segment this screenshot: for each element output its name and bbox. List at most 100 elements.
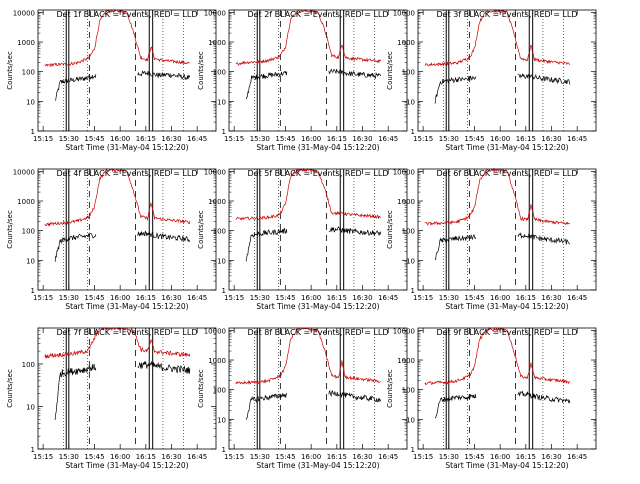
x-tick-label: 15:45 xyxy=(275,453,295,461)
y-tick-label: 1 xyxy=(411,287,415,295)
x-axis-label: Start Time (31-May-04 15:12:20) xyxy=(256,461,379,470)
y-tick-label: 100 xyxy=(22,69,35,77)
lld-series-line xyxy=(424,326,571,386)
plot-frame xyxy=(228,168,408,291)
y-axis-label: Counts/sec xyxy=(386,210,394,249)
events-series-line xyxy=(434,390,571,419)
x-tick-label: 16:45 xyxy=(567,294,587,302)
x-tick-label: 16:15 xyxy=(136,135,156,143)
x-tick-label: 16:45 xyxy=(187,294,207,302)
events-series-line xyxy=(54,230,191,262)
events-series-line xyxy=(54,70,191,101)
plot-frame xyxy=(37,327,217,450)
x-tick-label: 16:00 xyxy=(110,294,130,302)
x-tick-label: 16:00 xyxy=(301,135,321,143)
x-tick-label: 15:45 xyxy=(275,135,295,143)
panel-title: Det 4f BLACK = Events, RED = LLD xyxy=(56,169,197,178)
x-tick-label: 16:45 xyxy=(378,453,398,461)
x-axis-label: Start Time (31-May-04 15:12:20) xyxy=(256,302,379,311)
y-axis-label: Counts/sec xyxy=(197,51,205,90)
panel-det-2: 1 10 100 1000 10000 15:15 15:30 15:45 16:00 16:15… xyxy=(197,9,408,152)
x-tick-label: 15:30 xyxy=(250,294,270,302)
x-tick-label: 16:30 xyxy=(352,294,372,302)
x-tick-label: 16:15 xyxy=(516,453,536,461)
x-tick-label: 16:00 xyxy=(490,294,510,302)
events-series-line xyxy=(245,389,382,420)
x-tick-label: 16:30 xyxy=(352,135,372,143)
events-series-line xyxy=(245,226,382,262)
plot-frame xyxy=(417,168,597,291)
x-tick-label: 16:00 xyxy=(110,453,130,461)
y-tick-label: 10 xyxy=(26,403,35,411)
y-tick-label: 10 xyxy=(406,257,415,265)
x-tick-label: 15:30 xyxy=(59,135,79,143)
y-tick-label: 100 xyxy=(213,69,226,77)
x-tick-label: 15:45 xyxy=(84,453,104,461)
y-tick-label: 10000 xyxy=(204,327,226,335)
x-tick-label: 16:30 xyxy=(161,453,181,461)
y-axis-label: Counts/sec xyxy=(386,369,394,408)
events-series-line xyxy=(434,232,571,261)
x-axis-label: Start Time (31-May-04 15:12:20) xyxy=(445,302,568,311)
panel-det-6: 1 10 100 1000 10000 15:15 15:30 15:45 16:00 16:15… xyxy=(386,167,597,311)
x-tick-label: 16:30 xyxy=(541,135,561,143)
y-tick-label: 10000 xyxy=(393,168,415,176)
y-tick-label: 10 xyxy=(406,98,415,106)
y-tick-label: 1000 xyxy=(208,198,226,206)
x-tick-label: 15:45 xyxy=(84,135,104,143)
x-tick-label: 15:30 xyxy=(439,135,459,143)
panel-title: Det 6f BLACK = Events, RED = LLD xyxy=(436,169,577,178)
x-axis-label: Start Time (31-May-04 15:12:20) xyxy=(445,461,568,470)
plot-frame xyxy=(417,9,597,132)
y-tick-label: 10000 xyxy=(393,9,415,17)
panel-title: Det 3f BLACK = Events, RED = LLD xyxy=(436,10,577,19)
panel-det-9: 1 10 100 1000 10000 15:15 15:30 15:45 16:00 16:15… xyxy=(386,326,597,470)
y-axis-label: Counts/sec xyxy=(6,369,14,408)
y-axis-label: Counts/sec xyxy=(197,210,205,249)
x-tick-label: 16:45 xyxy=(567,453,587,461)
y-tick-label: 1 xyxy=(31,128,35,136)
x-tick-label: 16:00 xyxy=(490,135,510,143)
y-tick-label: 1000 xyxy=(397,198,415,206)
x-tick-label: 16:15 xyxy=(516,294,536,302)
x-tick-label: 15:45 xyxy=(464,453,484,461)
y-tick-label: 1000 xyxy=(208,39,226,47)
x-tick-label: 15:45 xyxy=(464,135,484,143)
x-tick-label: 16:45 xyxy=(378,135,398,143)
y-tick-label: 10 xyxy=(217,257,226,265)
panel-title: Det 7f BLACK = Events, RED = LLD xyxy=(56,328,197,337)
x-tick-label: 16:30 xyxy=(161,294,181,302)
y-tick-label: 1 xyxy=(31,287,35,295)
x-tick-label: 16:45 xyxy=(567,135,587,143)
x-axis-label: Start Time (31-May-04 15:12:20) xyxy=(65,461,188,470)
y-tick-label: 100 xyxy=(22,228,35,236)
panel-title: Det 2f BLACK = Events, RED = LLD xyxy=(247,10,388,19)
x-tick-label: 15:30 xyxy=(439,294,459,302)
events-series-line xyxy=(434,73,571,104)
y-tick-label: 100 xyxy=(402,69,415,77)
x-tick-label: 16:45 xyxy=(187,453,207,461)
lld-series-line xyxy=(44,326,191,359)
x-tick-label: 16:15 xyxy=(327,135,347,143)
x-tick-label: 16:15 xyxy=(327,294,347,302)
y-tick-label: 100 xyxy=(402,387,415,395)
y-tick-label: 100 xyxy=(213,387,226,395)
panel-title: Det 8f BLACK = Events, RED = LLD xyxy=(247,328,388,337)
x-tick-label: 15:15 xyxy=(33,135,53,143)
panel-det-8: 1 10 100 1000 10000 15:15 15:30 15:45 16:00 16:15… xyxy=(197,327,408,470)
x-tick-label: 16:45 xyxy=(187,135,207,143)
y-tick-label: 10000 xyxy=(13,9,35,17)
panel-det-4: 1 10 100 1000 10000 15:15 15:30 15:45 16:00 16:15… xyxy=(6,167,217,311)
x-tick-label: 16:15 xyxy=(136,294,156,302)
y-tick-label: 1000 xyxy=(397,357,415,365)
panel-title: Det 5f BLACK = Events, RED = LLD xyxy=(247,169,388,178)
x-tick-label: 16:00 xyxy=(301,453,321,461)
x-tick-label: 16:30 xyxy=(541,453,561,461)
panel-title: Det 1f BLACK = Events, RED = LLD xyxy=(56,10,197,19)
x-tick-label: 16:45 xyxy=(378,294,398,302)
plot-frame xyxy=(37,9,217,132)
y-tick-label: 1 xyxy=(222,128,226,136)
x-tick-label: 15:45 xyxy=(84,294,104,302)
